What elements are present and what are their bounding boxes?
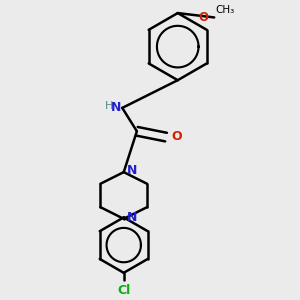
Text: N: N xyxy=(127,164,138,178)
Text: CH₃: CH₃ xyxy=(216,4,235,14)
Text: N: N xyxy=(110,101,121,114)
Text: Cl: Cl xyxy=(117,284,130,297)
Text: O: O xyxy=(171,130,182,143)
Text: N: N xyxy=(127,211,138,224)
Text: O: O xyxy=(198,11,208,24)
Text: H: H xyxy=(105,101,113,112)
